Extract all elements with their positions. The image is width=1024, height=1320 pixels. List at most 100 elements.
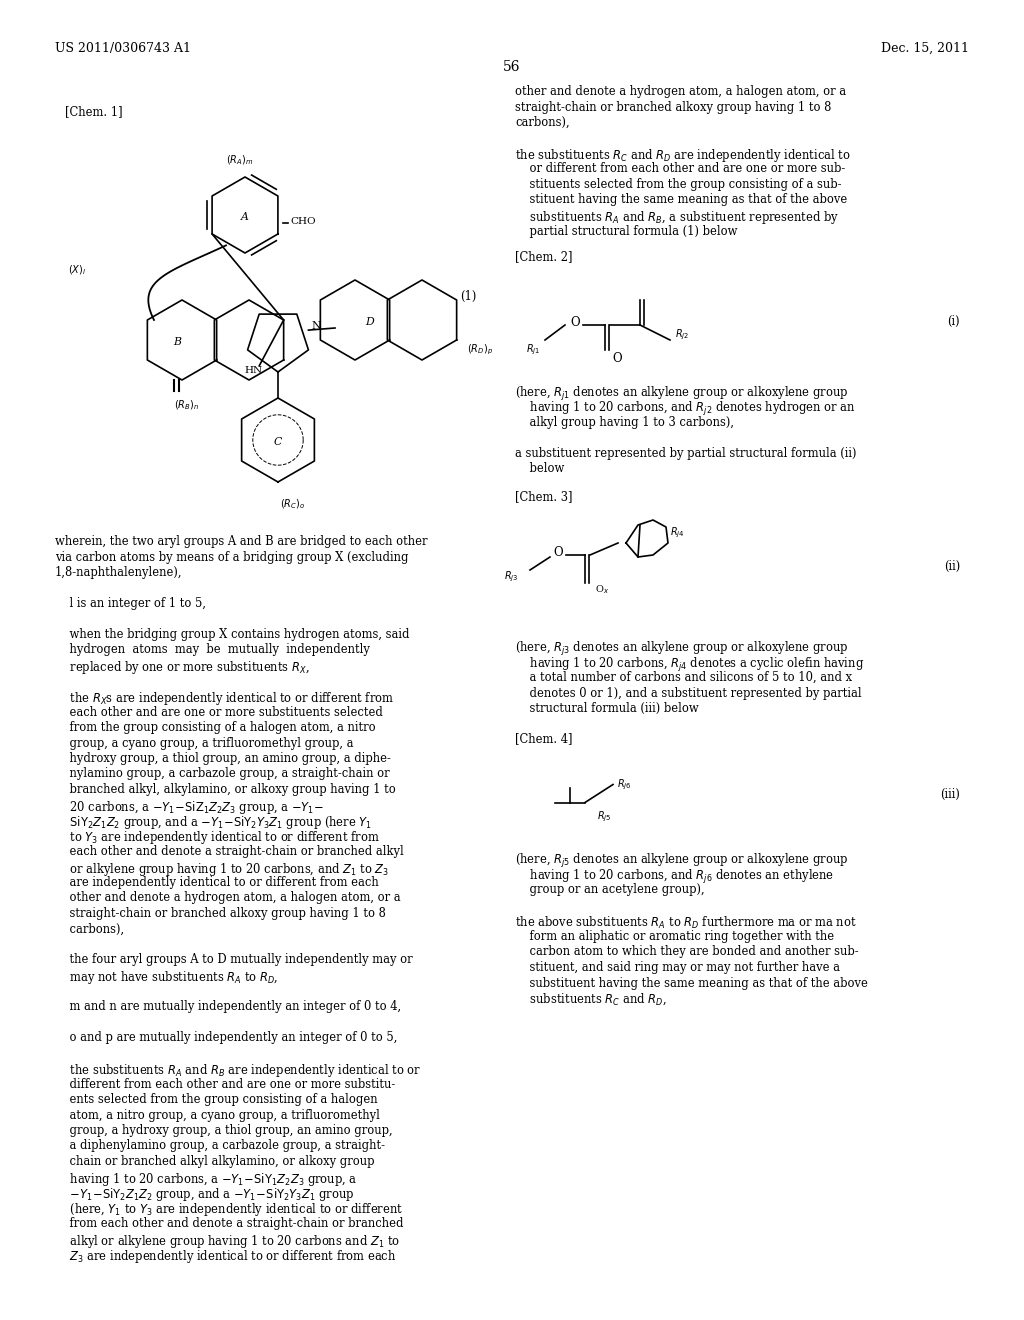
Text: (1): (1) bbox=[460, 290, 476, 304]
Text: l is an integer of 1 to 5,: l is an integer of 1 to 5, bbox=[55, 597, 206, 610]
Text: a total number of carbons and silicons of 5 to 10, and x: a total number of carbons and silicons o… bbox=[515, 671, 852, 684]
Text: $(X)_l$: $(X)_l$ bbox=[68, 263, 86, 277]
Text: A: A bbox=[241, 213, 249, 222]
Text: hydroxy group, a thiol group, an amino group, a diphe-: hydroxy group, a thiol group, an amino g… bbox=[55, 752, 391, 766]
Text: below: below bbox=[515, 462, 564, 475]
Text: when the bridging group X contains hydrogen atoms, said: when the bridging group X contains hydro… bbox=[55, 628, 410, 642]
Text: the $R_X$s are independently identical to or different from: the $R_X$s are independently identical t… bbox=[55, 690, 394, 708]
Text: may not have substituents $R_A$ to $R_D$,: may not have substituents $R_A$ to $R_D$… bbox=[55, 969, 279, 986]
Text: from the group consisting of a halogen atom, a nitro: from the group consisting of a halogen a… bbox=[55, 721, 376, 734]
Text: O$_x$: O$_x$ bbox=[595, 583, 609, 597]
Text: [Chem. 4]: [Chem. 4] bbox=[515, 733, 572, 746]
Text: (iii): (iii) bbox=[940, 788, 961, 800]
Text: chain or branched alkyl alkylamino, or alkoxy group: chain or branched alkyl alkylamino, or a… bbox=[55, 1155, 375, 1168]
Text: branched alkyl, alkylamino, or alkoxy group having 1 to: branched alkyl, alkylamino, or alkoxy gr… bbox=[55, 783, 395, 796]
Text: $R_{j1}$: $R_{j1}$ bbox=[525, 343, 540, 358]
Text: m and n are mutually independently an integer of 0 to 4,: m and n are mutually independently an in… bbox=[55, 1001, 401, 1012]
Text: each other and are one or more substituents selected: each other and are one or more substitue… bbox=[55, 705, 383, 718]
Text: (ii): (ii) bbox=[944, 560, 961, 573]
Text: straight-chain or branched alkoxy group having 1 to 8: straight-chain or branched alkoxy group … bbox=[515, 100, 831, 114]
Text: different from each other and are one or more substitu-: different from each other and are one or… bbox=[55, 1077, 395, 1090]
Text: having 1 to 20 carbons, a $-Y_1\!-\!\mathrm{SiY}_1Z_2Z_3$ group, a: having 1 to 20 carbons, a $-Y_1\!-\!\mat… bbox=[55, 1171, 357, 1188]
Text: substituents $R_A$ and $R_B$, a substituent represented by: substituents $R_A$ and $R_B$, a substitu… bbox=[515, 209, 839, 226]
Text: having 1 to 20 carbons, and $R_{j2}$ denotes hydrogen or an: having 1 to 20 carbons, and $R_{j2}$ den… bbox=[515, 400, 856, 418]
Text: (here, $Y_1$ to $Y_3$ are independently identical to or different: (here, $Y_1$ to $Y_3$ are independently … bbox=[55, 1201, 403, 1218]
Text: (here, $R_{j5}$ denotes an alkylene group or alkoxylene group: (here, $R_{j5}$ denotes an alkylene grou… bbox=[515, 853, 849, 870]
Text: via carbon atoms by means of a bridging group X (excluding: via carbon atoms by means of a bridging … bbox=[55, 550, 409, 564]
Text: each other and denote a straight-chain or branched alkyl: each other and denote a straight-chain o… bbox=[55, 845, 403, 858]
Text: $R_{j3}$: $R_{j3}$ bbox=[504, 570, 518, 585]
Text: $(R_A)_m$: $(R_A)_m$ bbox=[226, 153, 254, 168]
Text: $(R_B)_n$: $(R_B)_n$ bbox=[174, 399, 200, 412]
Text: N: N bbox=[311, 321, 322, 331]
Text: stituent having the same meaning as that of the above: stituent having the same meaning as that… bbox=[515, 194, 847, 206]
Text: replaced by one or more substituents $R_X$,: replaced by one or more substituents $R_… bbox=[55, 659, 310, 676]
Text: the four aryl groups A to D mutually independently may or: the four aryl groups A to D mutually ind… bbox=[55, 953, 413, 966]
Text: wherein, the two aryl groups A and B are bridged to each other: wherein, the two aryl groups A and B are… bbox=[55, 535, 427, 548]
Text: or alkylene group having 1 to 20 carbons, and $Z_1$ to $Z_3$: or alkylene group having 1 to 20 carbons… bbox=[55, 861, 389, 878]
Text: C: C bbox=[273, 437, 283, 447]
Text: $R_{j5}$: $R_{j5}$ bbox=[597, 809, 611, 824]
Text: to $Y_3$ are independently identical to or different from: to $Y_3$ are independently identical to … bbox=[55, 829, 380, 846]
Text: o and p are mutually independently an integer of 0 to 5,: o and p are mutually independently an in… bbox=[55, 1031, 397, 1044]
Text: group or an acetylene group),: group or an acetylene group), bbox=[515, 883, 705, 896]
Text: alkyl or alkylene group having 1 to 20 carbons and $Z_1$ to: alkyl or alkylene group having 1 to 20 c… bbox=[55, 1233, 400, 1250]
Text: (i): (i) bbox=[947, 315, 961, 327]
Text: $R_{j6}$: $R_{j6}$ bbox=[617, 777, 632, 792]
Text: stituent, and said ring may or may not further have a: stituent, and said ring may or may not f… bbox=[515, 961, 840, 974]
Text: $\mathrm{SiY}_2Z_1Z_2$ group, and a $-Y_1\!-\!\mathrm{SiY}_2Y_3Z_1$ group (here : $\mathrm{SiY}_2Z_1Z_2$ group, and a $-Y_… bbox=[55, 814, 372, 832]
Text: $R_{j4}$: $R_{j4}$ bbox=[670, 525, 685, 540]
Text: [Chem. 1]: [Chem. 1] bbox=[65, 106, 123, 117]
Text: 1,8-naphthalenylene),: 1,8-naphthalenylene), bbox=[55, 566, 182, 579]
Text: form an aliphatic or aromatic ring together with the: form an aliphatic or aromatic ring toget… bbox=[515, 931, 835, 942]
Text: ents selected from the group consisting of a halogen: ents selected from the group consisting … bbox=[55, 1093, 378, 1106]
Text: partial structural formula (1) below: partial structural formula (1) below bbox=[515, 224, 737, 238]
Text: group, a hydroxy group, a thiol group, an amino group,: group, a hydroxy group, a thiol group, a… bbox=[55, 1125, 392, 1137]
Text: (here, $R_{j1}$ denotes an alkylene group or alkoxylene group: (here, $R_{j1}$ denotes an alkylene grou… bbox=[515, 385, 849, 403]
Text: carbons),: carbons), bbox=[515, 116, 569, 129]
Text: straight-chain or branched alkoxy group having 1 to 8: straight-chain or branched alkoxy group … bbox=[55, 907, 386, 920]
Text: structural formula (iii) below: structural formula (iii) below bbox=[515, 702, 698, 715]
Text: 56: 56 bbox=[503, 59, 521, 74]
Text: denotes 0 or 1), and a substituent represented by partial: denotes 0 or 1), and a substituent repre… bbox=[515, 686, 861, 700]
Text: the substituents $R_C$ and $R_D$ are independently identical to: the substituents $R_C$ and $R_D$ are ind… bbox=[515, 147, 851, 164]
Text: D: D bbox=[366, 317, 375, 327]
Text: or different from each other and are one or more sub-: or different from each other and are one… bbox=[515, 162, 845, 176]
Text: a diphenylamino group, a carbazole group, a straight-: a diphenylamino group, a carbazole group… bbox=[55, 1139, 385, 1152]
Text: hydrogen  atoms  may  be  mutually  independently: hydrogen atoms may be mutually independe… bbox=[55, 644, 370, 656]
Text: Dec. 15, 2011: Dec. 15, 2011 bbox=[881, 42, 969, 55]
Text: the above substituents $R_A$ to $R_D$ furthermore ma or ma not: the above substituents $R_A$ to $R_D$ fu… bbox=[515, 915, 857, 931]
Text: a substituent represented by partial structural formula (ii): a substituent represented by partial str… bbox=[515, 447, 856, 459]
Text: having 1 to 20 carbons, and $R_{j6}$ denotes an ethylene: having 1 to 20 carbons, and $R_{j6}$ den… bbox=[515, 869, 835, 886]
Text: (here, $R_{j3}$ denotes an alkylene group or alkoxylene group: (here, $R_{j3}$ denotes an alkylene grou… bbox=[515, 640, 849, 657]
Text: HN: HN bbox=[245, 366, 263, 375]
Text: substituents $R_C$ and $R_D$,: substituents $R_C$ and $R_D$, bbox=[515, 993, 667, 1007]
Text: having 1 to 20 carbons, $R_{j4}$ denotes a cyclic olefin having: having 1 to 20 carbons, $R_{j4}$ denotes… bbox=[515, 656, 864, 673]
Text: carbon atom to which they are bonded and another sub-: carbon atom to which they are bonded and… bbox=[515, 945, 859, 958]
Text: carbons),: carbons), bbox=[55, 923, 124, 936]
Text: $R_{j2}$: $R_{j2}$ bbox=[675, 327, 689, 342]
Text: US 2011/0306743 A1: US 2011/0306743 A1 bbox=[55, 42, 191, 55]
Text: CHO: CHO bbox=[290, 216, 315, 226]
Text: substituent having the same meaning as that of the above: substituent having the same meaning as t… bbox=[515, 977, 868, 990]
Text: $-Y_1\!-\!\mathrm{SiY}_2Z_1Z_2$ group, and a $-Y_1\!-\!\mathrm{SiY}_2Y_3Z_1$ gro: $-Y_1\!-\!\mathrm{SiY}_2Z_1Z_2$ group, a… bbox=[55, 1185, 354, 1203]
Text: other and denote a hydrogen atom, a halogen atom, or a: other and denote a hydrogen atom, a halo… bbox=[55, 891, 400, 904]
Text: nylamino group, a carbazole group, a straight-chain or: nylamino group, a carbazole group, a str… bbox=[55, 767, 389, 780]
Text: 20 carbons, a $-Y_1\!-\!\mathrm{SiZ}_1Z_2Z_3$ group, a $-Y_1\!-$: 20 carbons, a $-Y_1\!-\!\mathrm{SiZ}_1Z_… bbox=[55, 799, 325, 816]
Text: [Chem. 2]: [Chem. 2] bbox=[515, 249, 572, 263]
Text: other and denote a hydrogen atom, a halogen atom, or a: other and denote a hydrogen atom, a halo… bbox=[515, 84, 846, 98]
Text: [Chem. 3]: [Chem. 3] bbox=[515, 490, 572, 503]
Text: alkyl group having 1 to 3 carbons),: alkyl group having 1 to 3 carbons), bbox=[515, 416, 734, 429]
Text: $(R_D)_p$: $(R_D)_p$ bbox=[467, 343, 493, 358]
Text: O: O bbox=[553, 546, 563, 560]
Text: the substituents $R_A$ and $R_B$ are independently identical to or: the substituents $R_A$ and $R_B$ are ind… bbox=[55, 1063, 421, 1078]
Text: B: B bbox=[173, 337, 181, 347]
Text: are independently identical to or different from each: are independently identical to or differ… bbox=[55, 876, 379, 888]
Text: $Z_3$ are independently identical to or different from each: $Z_3$ are independently identical to or … bbox=[55, 1247, 396, 1265]
Text: atom, a nitro group, a cyano group, a trifluoromethyl: atom, a nitro group, a cyano group, a tr… bbox=[55, 1109, 380, 1122]
Text: stituents selected from the group consisting of a sub-: stituents selected from the group consis… bbox=[515, 178, 842, 191]
Text: O: O bbox=[612, 351, 622, 364]
Text: group, a cyano group, a trifluoromethyl group, a: group, a cyano group, a trifluoromethyl … bbox=[55, 737, 353, 750]
Text: from each other and denote a straight-chain or branched: from each other and denote a straight-ch… bbox=[55, 1217, 403, 1230]
Text: $(R_C)_o$: $(R_C)_o$ bbox=[281, 498, 306, 511]
